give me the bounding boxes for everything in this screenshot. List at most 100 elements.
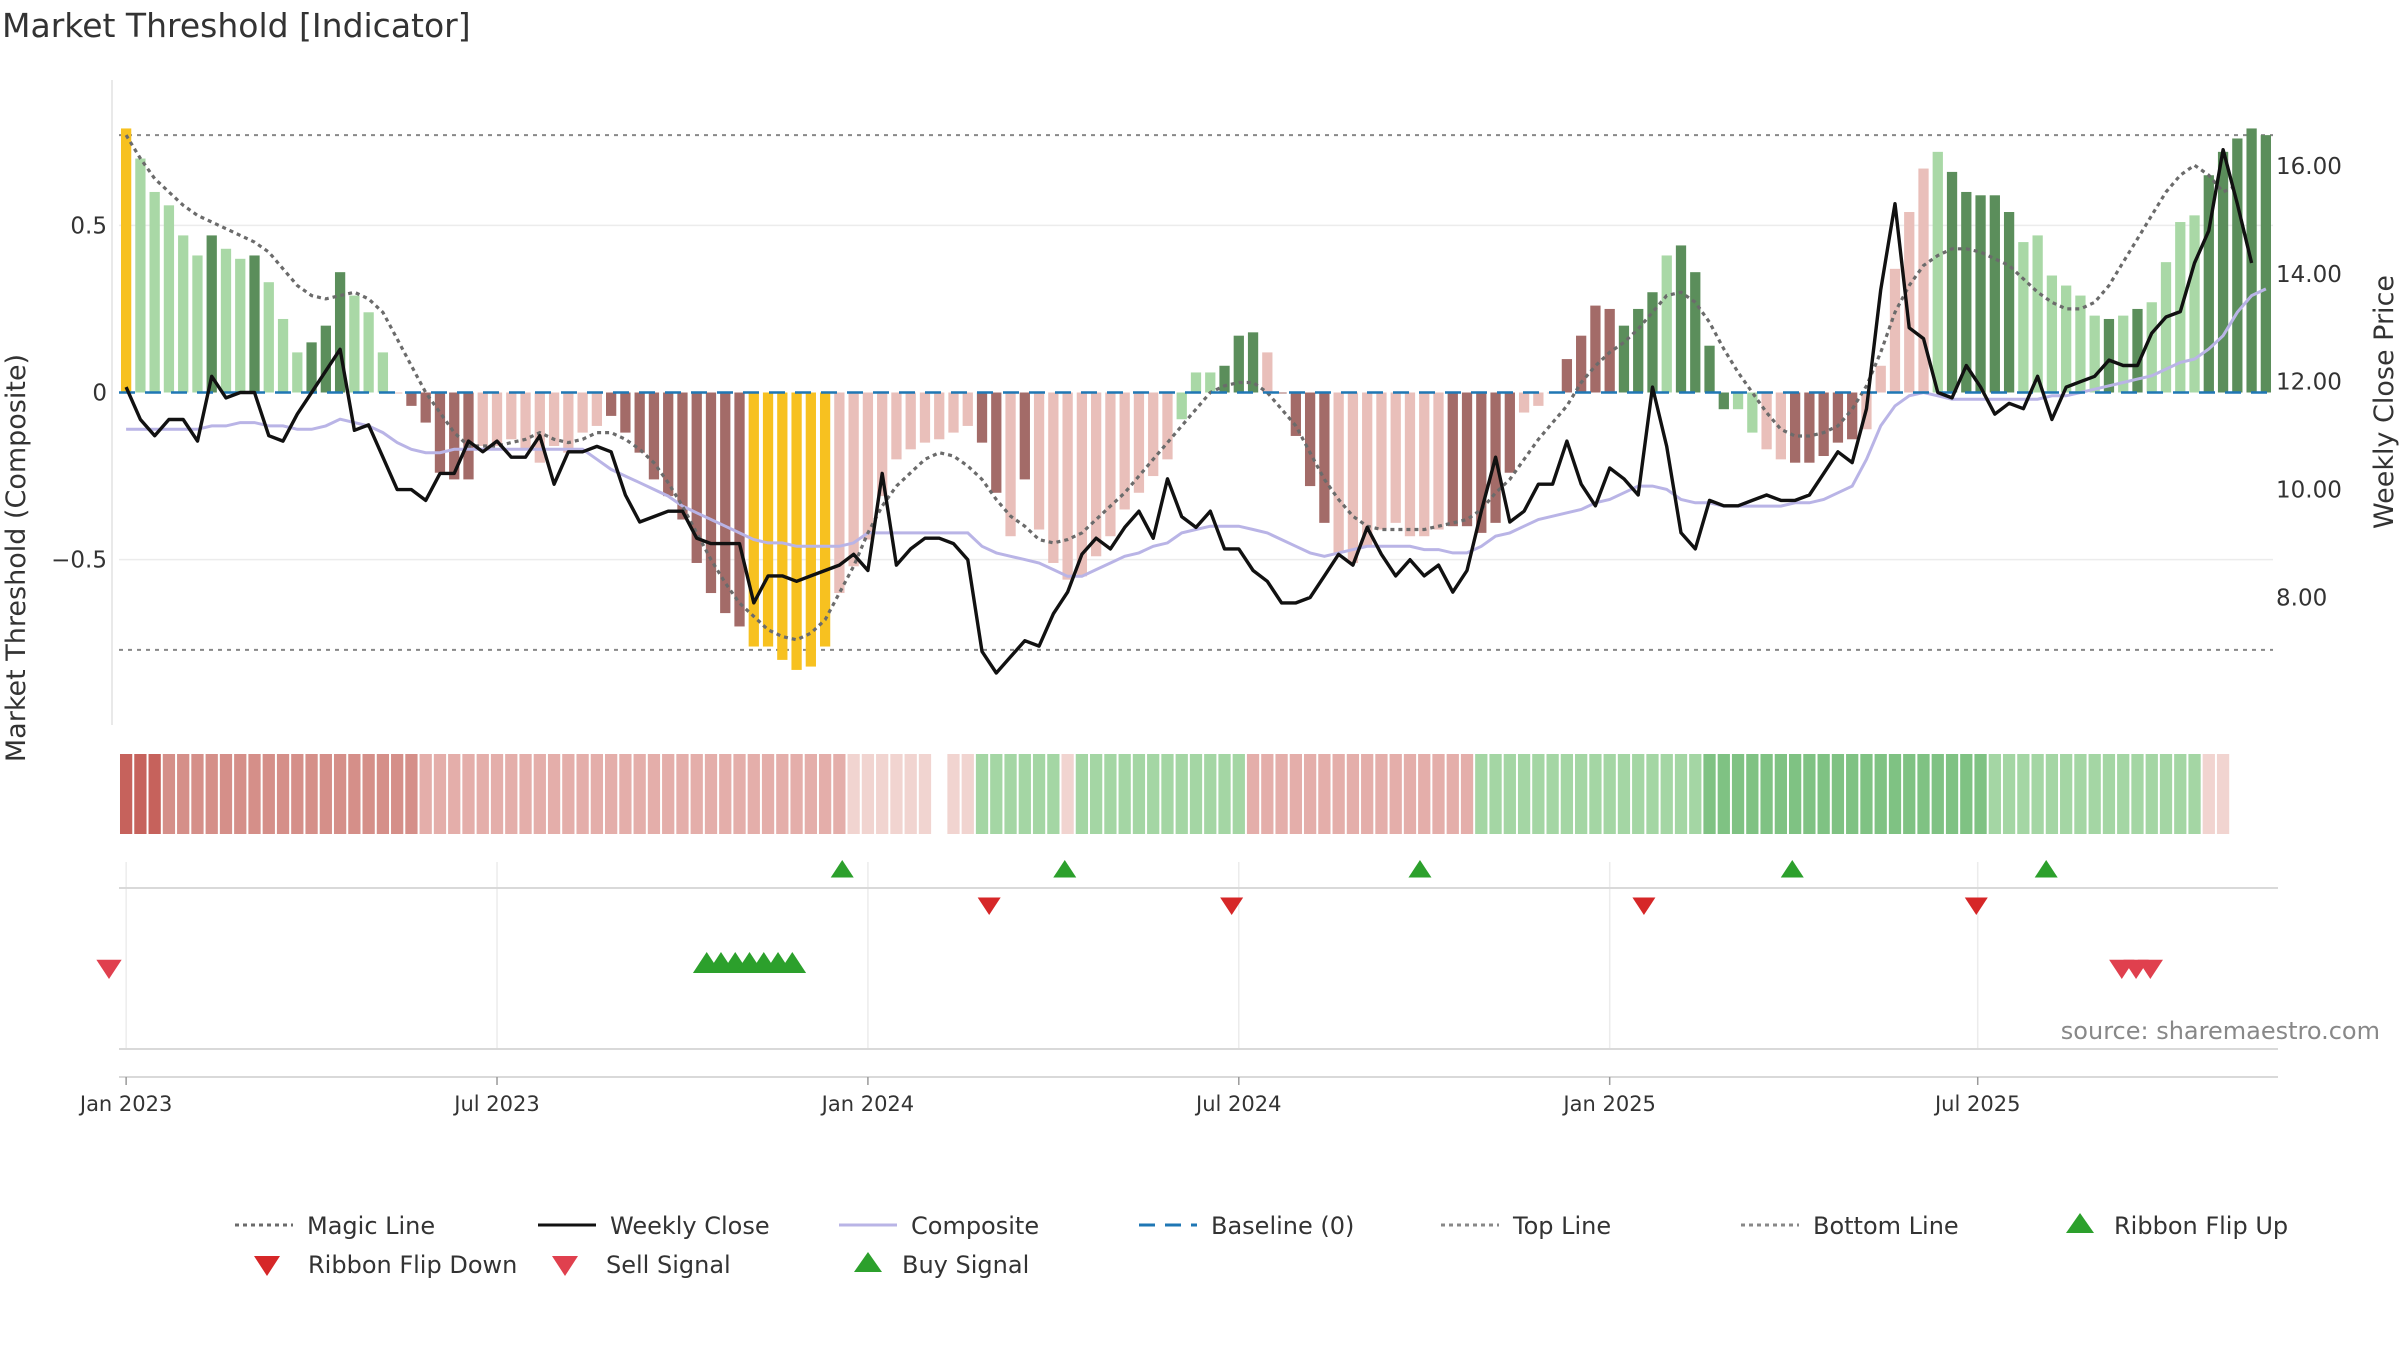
threshold-bar — [477, 392, 488, 446]
ribbon-cell — [234, 754, 247, 834]
ribbon-cell — [1104, 754, 1117, 834]
ribbon-cell — [1760, 754, 1773, 834]
ribbon-cell — [1931, 754, 1944, 834]
threshold-bar — [734, 392, 745, 627]
left-tick-label: 0.5 — [70, 213, 107, 239]
threshold-bar — [320, 325, 331, 393]
threshold-bar — [1946, 171, 1958, 393]
legend-swatch — [854, 1252, 882, 1272]
threshold-bar — [334, 272, 346, 393]
threshold-bar — [1419, 392, 1430, 537]
threshold-bar — [563, 392, 574, 453]
legend: Magic Line Weekly Close Composite Baseline … — [235, 1212, 2288, 1279]
sell-signal-marker — [96, 959, 122, 979]
ribbon-cell — [1632, 754, 1645, 834]
threshold-bar — [449, 392, 460, 480]
ribbon-cell — [1974, 754, 1987, 834]
ribbon-cell — [647, 754, 661, 834]
threshold-bar — [819, 392, 831, 647]
buy-signal-marker — [778, 952, 807, 973]
legend-item: Bottom Line — [1741, 1212, 1959, 1240]
right-tick-label: 10.00 — [2276, 478, 2342, 504]
ribbon-cell — [704, 754, 718, 834]
threshold-bar — [748, 392, 759, 647]
threshold-bar — [1019, 392, 1030, 480]
ribbon-cell — [1560, 754, 1574, 834]
ribbon-flip-up-marker — [2034, 860, 2058, 878]
ribbon-cell — [391, 754, 404, 834]
legend-swatch — [2066, 1213, 2094, 1233]
threshold-bar — [2146, 302, 2157, 393]
ribbon-cell — [1004, 754, 1017, 834]
threshold-bar — [2132, 308, 2143, 393]
threshold-bar — [1732, 392, 1744, 410]
legend-swatch — [552, 1256, 578, 1276]
ribbon-cell — [191, 754, 204, 834]
threshold-bar — [206, 235, 217, 393]
left-tick-label: −0.5 — [51, 548, 107, 574]
threshold-bar — [1347, 392, 1359, 563]
ribbon-cell — [1589, 754, 1602, 834]
threshold-bar — [1362, 392, 1373, 547]
ribbon-cell — [1132, 754, 1146, 834]
threshold-bar — [663, 392, 674, 497]
ribbon-cell — [248, 754, 261, 834]
ribbon-cell — [1503, 754, 1516, 834]
threshold-bar — [720, 392, 731, 614]
ribbon-cell — [2117, 754, 2130, 834]
left-tick-label: 0 — [92, 381, 107, 407]
threshold-bar — [463, 392, 474, 480]
threshold-bar — [506, 392, 517, 440]
ribbon-cell — [818, 754, 832, 834]
x-tick-label: Jan 2023 — [78, 1092, 173, 1116]
left-axis-label: Market Threshold (Composite) — [1, 354, 32, 762]
ribbon-cell — [1703, 754, 1716, 834]
threshold-bar — [1704, 345, 1715, 393]
ribbon-cell — [562, 754, 575, 834]
ribbon-cell — [419, 754, 432, 834]
ribbon-cell — [1532, 754, 1545, 834]
ribbon-cell — [1204, 754, 1217, 834]
ribbon-cell — [1090, 754, 1103, 834]
threshold-bar — [1775, 392, 1786, 460]
threshold-bar — [1518, 392, 1530, 413]
threshold-bar — [277, 318, 289, 393]
threshold-bar — [220, 248, 232, 393]
ribbon-cell — [2060, 754, 2073, 834]
ribbon-cell — [1346, 754, 1360, 834]
right-axis-label: Weekly Close Price — [2369, 275, 2400, 529]
ribbon-cell — [804, 754, 817, 834]
ribbon-cell — [2145, 754, 2158, 834]
threshold-bar — [1219, 365, 1230, 393]
ribbon-cell — [1275, 754, 1288, 834]
threshold-bar — [648, 392, 660, 480]
threshold-bar — [606, 392, 617, 416]
threshold-bar — [834, 392, 845, 594]
threshold-bar — [705, 392, 717, 594]
ribbon-cell — [2188, 754, 2201, 834]
ribbon-cell — [1731, 754, 1745, 834]
ribbon-cell — [2174, 754, 2187, 834]
ribbon-cell — [761, 754, 775, 834]
threshold-bar — [2032, 235, 2043, 393]
reference-lines — [111, 80, 2273, 725]
ribbon-cell — [1418, 754, 1431, 834]
threshold-bar — [1989, 195, 2000, 393]
ribbon-cell — [1061, 754, 1074, 834]
ribbon-cell — [847, 754, 860, 834]
legend-item: Weekly Close — [538, 1212, 770, 1240]
ribbon-cell — [1617, 754, 1631, 834]
threshold-bar — [120, 128, 132, 393]
ribbon-cell — [219, 754, 233, 834]
threshold-bar — [163, 205, 175, 393]
ribbon-cell — [1546, 754, 1559, 834]
threshold-bar — [1818, 392, 1829, 457]
threshold-bar — [1162, 392, 1173, 460]
threshold-bar — [691, 392, 702, 563]
ribbon-cell — [904, 754, 917, 834]
threshold-bar — [2260, 135, 2272, 393]
ribbon-cell — [1218, 754, 1231, 834]
threshold-bar — [1447, 392, 1458, 527]
ribbon-cell — [1189, 754, 1203, 834]
ribbon-cell — [1318, 754, 1331, 834]
